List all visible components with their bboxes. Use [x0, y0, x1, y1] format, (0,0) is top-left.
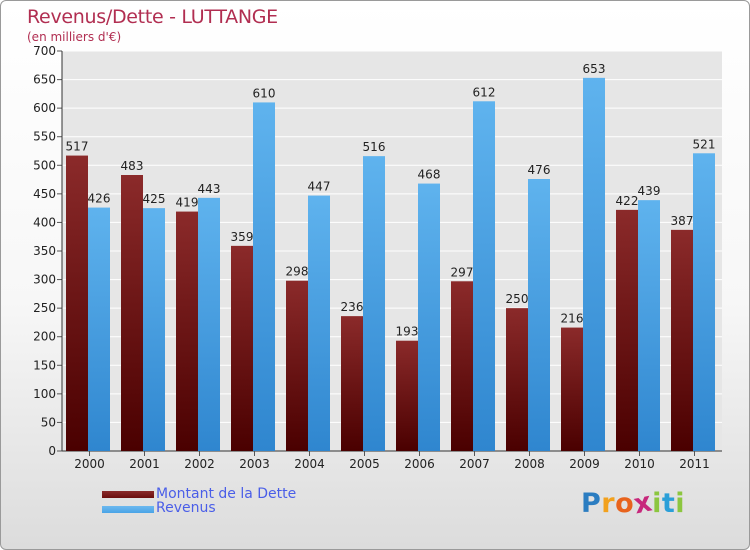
- x-tick-label: 2006: [404, 457, 435, 471]
- x-tick-label: 2001: [129, 457, 160, 471]
- bar-revenus: [88, 207, 110, 451]
- y-tick-label: 250: [33, 301, 56, 315]
- x-tick-label: 2007: [459, 457, 490, 471]
- y-tick-label: 450: [33, 187, 56, 201]
- x-tick-label: 2010: [624, 457, 655, 471]
- chart-title: Revenus/Dette - LUTTANGE: [27, 6, 278, 28]
- x-tick-label: 2011: [679, 457, 710, 471]
- data-label-dette: 419: [176, 196, 199, 210]
- chart-subtitle: (en milliers d'€): [27, 30, 122, 44]
- bar-revenus: [638, 200, 660, 451]
- data-label-dette: 298: [286, 265, 309, 279]
- y-tick-label: 400: [33, 215, 56, 229]
- x-tick-label: 2003: [239, 457, 270, 471]
- legend-swatch-revenus: [102, 506, 154, 513]
- data-label-dette: 250: [506, 292, 529, 306]
- data-label-revenus: 516: [363, 140, 386, 154]
- bar-revenus: [308, 195, 330, 451]
- y-tick-label: 600: [33, 101, 56, 115]
- y-tick-label: 300: [33, 273, 56, 287]
- data-label-revenus: 612: [473, 85, 496, 99]
- bar-dette: [286, 280, 308, 451]
- logo-letter: i: [675, 488, 686, 519]
- data-label-revenus: 653: [583, 62, 606, 76]
- x-tick-label: 2008: [514, 457, 545, 471]
- legend-label-dette: Montant de la Dette: [156, 486, 297, 502]
- data-label-revenus: 443: [198, 182, 221, 196]
- y-tick-label: 100: [33, 387, 56, 401]
- logo-letter: P: [581, 488, 602, 519]
- bar-dette: [561, 327, 583, 451]
- y-tick-label: 200: [33, 330, 56, 344]
- y-tick-label: 650: [33, 73, 56, 87]
- bar-revenus: [473, 101, 495, 452]
- bar-revenus: [198, 197, 220, 451]
- bar-revenus: [363, 156, 385, 451]
- y-tick-label: 0: [48, 444, 56, 458]
- data-label-revenus: 426: [88, 192, 111, 206]
- logo-letter: i: [652, 488, 662, 519]
- bar-revenus: [583, 77, 605, 451]
- y-tick-label: 550: [33, 130, 56, 144]
- bar-revenus: [418, 183, 440, 452]
- logo-letter: o: [615, 488, 635, 519]
- x-tick-label: 2004: [294, 457, 325, 471]
- data-label-dette: 387: [671, 214, 694, 228]
- data-label-dette: 422: [616, 194, 639, 208]
- y-tick-label: 350: [33, 244, 56, 258]
- bar-dette: [231, 245, 253, 451]
- x-tick-label: 2005: [349, 457, 380, 471]
- data-label-dette: 297: [451, 265, 474, 279]
- y-tick-label: 700: [33, 44, 56, 58]
- bar-dette: [451, 281, 473, 451]
- data-label-dette: 216: [561, 312, 584, 326]
- data-label-dette: 483: [121, 159, 144, 173]
- data-label-dette: 359: [231, 230, 254, 244]
- data-label-revenus: 447: [308, 180, 331, 194]
- data-label-revenus: 521: [693, 137, 716, 151]
- bar-dette: [66, 155, 88, 452]
- y-tick-label: 150: [33, 358, 56, 372]
- bar-dette: [506, 308, 528, 451]
- x-tick-label: 2000: [74, 457, 105, 471]
- logo-letter: r: [601, 488, 616, 519]
- x-tick-label: 2009: [569, 457, 600, 471]
- bar-dette: [671, 229, 693, 451]
- proxiti-logo: Proxiti: [581, 486, 686, 520]
- logo-letter: t: [661, 488, 676, 519]
- bar-revenus: [528, 179, 550, 451]
- data-label-revenus: 439: [638, 184, 661, 198]
- data-label-revenus: 476: [528, 163, 551, 177]
- y-tick-label: 500: [33, 158, 56, 172]
- bar-dette: [616, 209, 638, 451]
- bar-dette: [176, 211, 198, 451]
- bar-dette: [396, 340, 418, 451]
- data-label-dette: 193: [396, 325, 419, 339]
- bar-revenus: [143, 208, 165, 451]
- bar-dette: [121, 175, 143, 451]
- x-tick-label: 2002: [184, 457, 215, 471]
- data-label-revenus: 468: [418, 168, 441, 182]
- data-label-dette: 517: [66, 140, 89, 154]
- bar-revenus: [253, 102, 275, 451]
- bar-revenus: [693, 153, 715, 452]
- legend-swatch-dette: [102, 491, 154, 498]
- data-label-revenus: 425: [143, 192, 166, 206]
- legend-label-revenus: Revenus: [156, 500, 216, 516]
- data-label-dette: 236: [341, 300, 364, 314]
- bar-dette: [341, 316, 363, 451]
- data-label-revenus: 610: [253, 86, 276, 100]
- y-tick-label: 50: [41, 415, 56, 429]
